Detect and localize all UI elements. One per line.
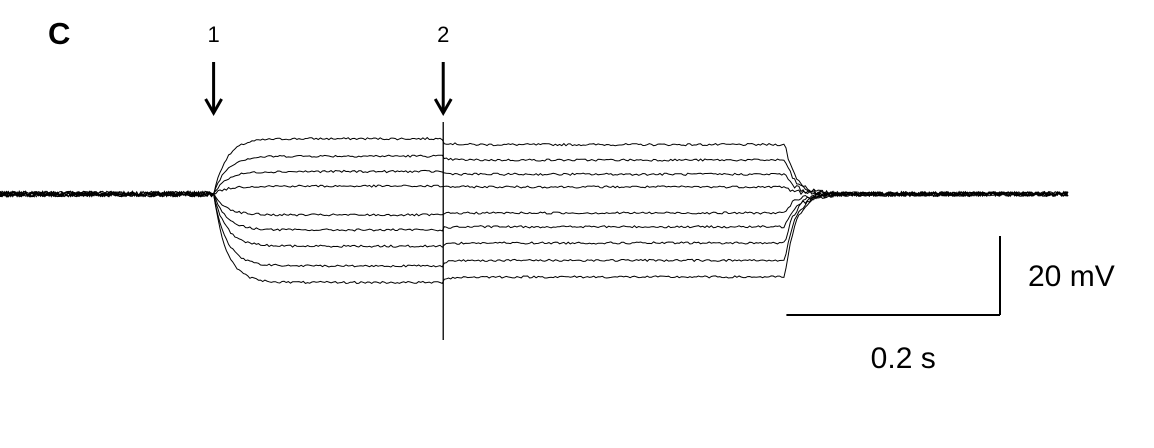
trace-group xyxy=(0,136,1069,285)
annotation-group: 1 2 xyxy=(204,22,453,117)
voltage-scale-label: 20 mV xyxy=(1028,260,1115,293)
time-scale-label: 0.2 s xyxy=(871,342,936,375)
voltage-trace xyxy=(0,154,1069,198)
panel-label: C xyxy=(48,16,71,51)
arrow-down-icon xyxy=(433,62,453,117)
arrow-down-icon xyxy=(204,62,223,117)
arrow-label-2: 2 xyxy=(437,22,449,47)
voltage-trace xyxy=(0,190,1069,248)
voltage-trace xyxy=(0,190,1069,268)
arrow-label-1: 1 xyxy=(207,22,219,47)
voltage-trace xyxy=(0,190,1068,232)
scale-bar: 20 mV 0.2 s xyxy=(786,236,1115,375)
voltage-trace xyxy=(0,190,1069,285)
